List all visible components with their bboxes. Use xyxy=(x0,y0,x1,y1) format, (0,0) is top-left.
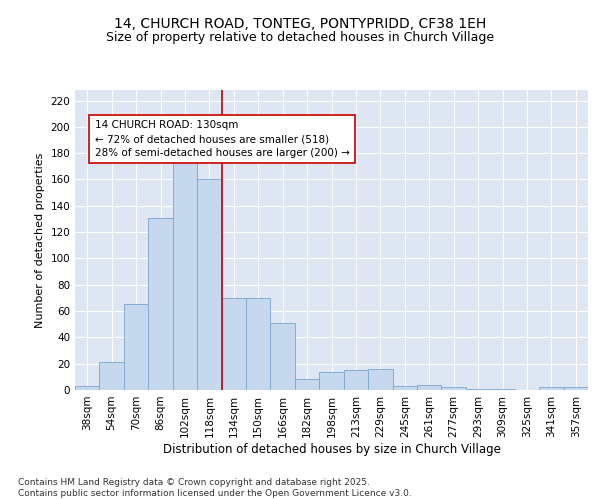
Bar xyxy=(466,388,490,390)
Bar xyxy=(563,388,588,390)
Bar xyxy=(100,362,124,390)
Bar xyxy=(148,218,173,390)
Y-axis label: Number of detached properties: Number of detached properties xyxy=(35,152,45,328)
Bar xyxy=(271,323,295,390)
Bar xyxy=(124,304,148,390)
Bar xyxy=(368,369,392,390)
Text: 14, CHURCH ROAD, TONTEG, PONTYPRIDD, CF38 1EH: 14, CHURCH ROAD, TONTEG, PONTYPRIDD, CF3… xyxy=(114,18,486,32)
Text: Size of property relative to detached houses in Church Village: Size of property relative to detached ho… xyxy=(106,31,494,44)
Bar xyxy=(75,386,100,390)
Bar xyxy=(197,180,221,390)
X-axis label: Distribution of detached houses by size in Church Village: Distribution of detached houses by size … xyxy=(163,442,500,456)
Text: 14 CHURCH ROAD: 130sqm
← 72% of detached houses are smaller (518)
28% of semi-de: 14 CHURCH ROAD: 130sqm ← 72% of detached… xyxy=(95,120,349,158)
Bar xyxy=(392,386,417,390)
Bar xyxy=(295,380,319,390)
Bar xyxy=(344,370,368,390)
Bar xyxy=(442,388,466,390)
Bar xyxy=(417,384,442,390)
Text: Contains HM Land Registry data © Crown copyright and database right 2025.
Contai: Contains HM Land Registry data © Crown c… xyxy=(18,478,412,498)
Bar xyxy=(246,298,271,390)
Bar xyxy=(221,298,246,390)
Bar xyxy=(490,388,515,390)
Bar xyxy=(319,372,344,390)
Bar xyxy=(173,160,197,390)
Bar xyxy=(539,388,563,390)
